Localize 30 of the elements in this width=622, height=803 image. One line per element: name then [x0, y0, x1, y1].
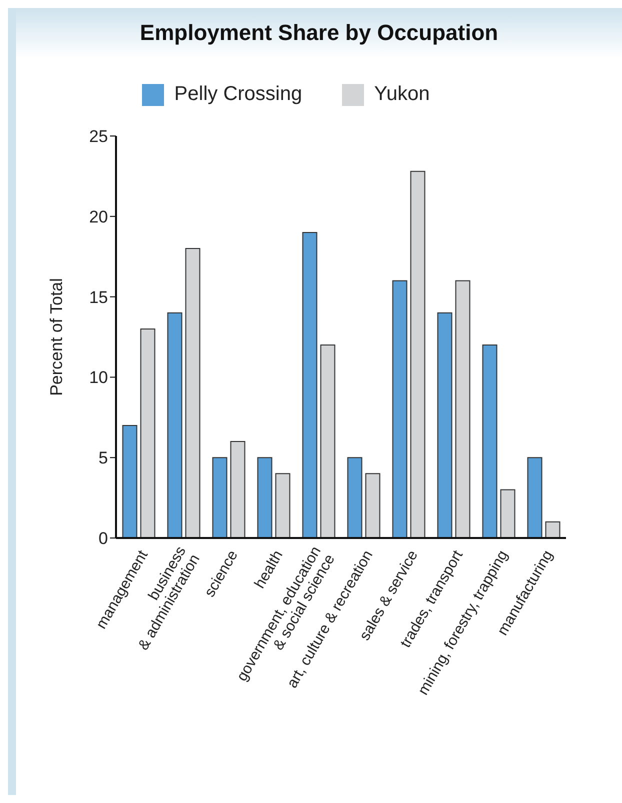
- y-tick-label: 15: [89, 288, 108, 307]
- bar: [257, 457, 272, 538]
- bar: [482, 344, 498, 538]
- chart-title: Employment Share by Occupation: [16, 8, 622, 58]
- bar: [302, 232, 318, 538]
- y-tick-label: 0: [98, 529, 108, 548]
- legend-label: Yukon: [374, 83, 430, 105]
- bar: [455, 280, 470, 538]
- bar: [527, 457, 542, 538]
- bar: [437, 312, 452, 538]
- bar: [320, 344, 336, 538]
- y-tick-label: 20: [89, 207, 108, 226]
- bar: [122, 424, 138, 538]
- bar: [275, 473, 290, 538]
- bar: [140, 328, 156, 538]
- y-tick-label: 5: [98, 448, 108, 468]
- bar: [365, 473, 380, 538]
- y-tick-label: 25: [89, 127, 108, 146]
- bar: [185, 248, 200, 538]
- bar: [347, 457, 362, 538]
- y-axis-title: Percent of Total: [47, 278, 66, 396]
- bar: [230, 441, 246, 538]
- bar: [392, 280, 408, 538]
- legend-label: Pelly Crossing: [174, 83, 302, 105]
- bar: [410, 170, 426, 538]
- bar: [545, 521, 560, 538]
- bar: [500, 489, 516, 538]
- bar: [212, 457, 228, 538]
- y-tick-label: 10: [89, 368, 108, 388]
- bar: [167, 312, 182, 538]
